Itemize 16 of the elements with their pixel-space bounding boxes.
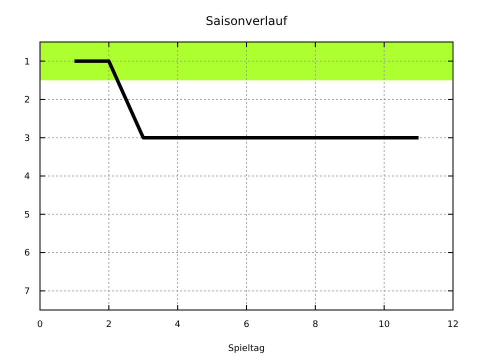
y-tick-label: 3 xyxy=(24,134,30,144)
y-tick-label: 1 xyxy=(24,57,30,68)
x-tick-label: 6 xyxy=(244,320,250,330)
x-tick-label: 10 xyxy=(378,320,390,330)
chart-title: Saisonverlauf xyxy=(206,14,288,28)
x-tick-label: 0 xyxy=(37,320,44,330)
y-tick-label: 4 xyxy=(24,172,30,182)
x-tick-label: 12 xyxy=(447,320,459,330)
x-tick-label: 4 xyxy=(174,320,181,330)
y-tick-label: 2 xyxy=(24,96,30,106)
y-tick-label: 7 xyxy=(24,287,30,298)
x-tick-label: 2 xyxy=(106,320,112,330)
y-tick-label: 6 xyxy=(24,248,30,259)
x-tick-label: 8 xyxy=(312,320,318,330)
y-tick-label: 5 xyxy=(24,210,30,220)
x-axis-title: Spieltag xyxy=(228,344,265,354)
